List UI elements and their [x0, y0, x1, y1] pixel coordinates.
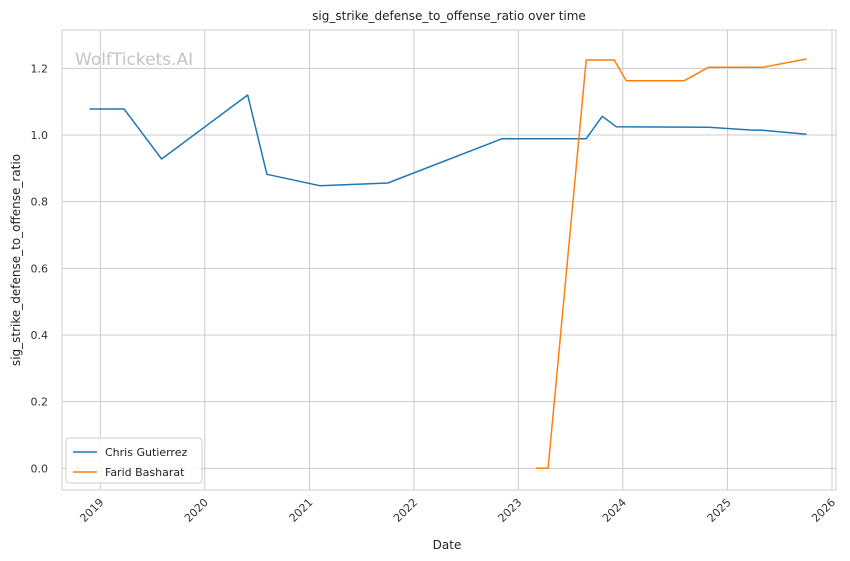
- legend-box: [65, 437, 203, 484]
- y-tick-labels: 0.0 0.2 0.4 0.6 0.8 1.0 1.2: [31, 62, 49, 475]
- series-line-chris-gutierrez: [89, 94, 807, 187]
- legend: Chris Gutierrez Farid Basharat: [65, 437, 203, 484]
- chart-title: sig_strike_defense_to_offense_ratio over…: [312, 9, 586, 23]
- legend-label-chris-gutierrez: Chris Gutierrez: [105, 446, 187, 459]
- y-tick-label: 1.2: [31, 62, 49, 75]
- plot-area-frame: [61, 29, 837, 491]
- watermark-text: WolfTickets.AI: [75, 50, 193, 70]
- y-tick-label: 0.2: [31, 396, 49, 409]
- legend-label-farid-basharat: Farid Basharat: [105, 466, 185, 479]
- y-tick-label: 0.4: [31, 329, 49, 342]
- y-tick-label: 0.8: [31, 196, 49, 209]
- y-axis-title: sig_strike_defense_to_offense_ratio: [9, 154, 23, 366]
- series-line-farid-basharat: [536, 58, 807, 470]
- y-tick-label: 0.0: [31, 462, 49, 475]
- y-tick-label: 1.0: [31, 129, 49, 142]
- x-axis-title: Date: [433, 538, 462, 552]
- series-lines: [89, 58, 807, 470]
- y-tick-label: 0.6: [31, 262, 49, 275]
